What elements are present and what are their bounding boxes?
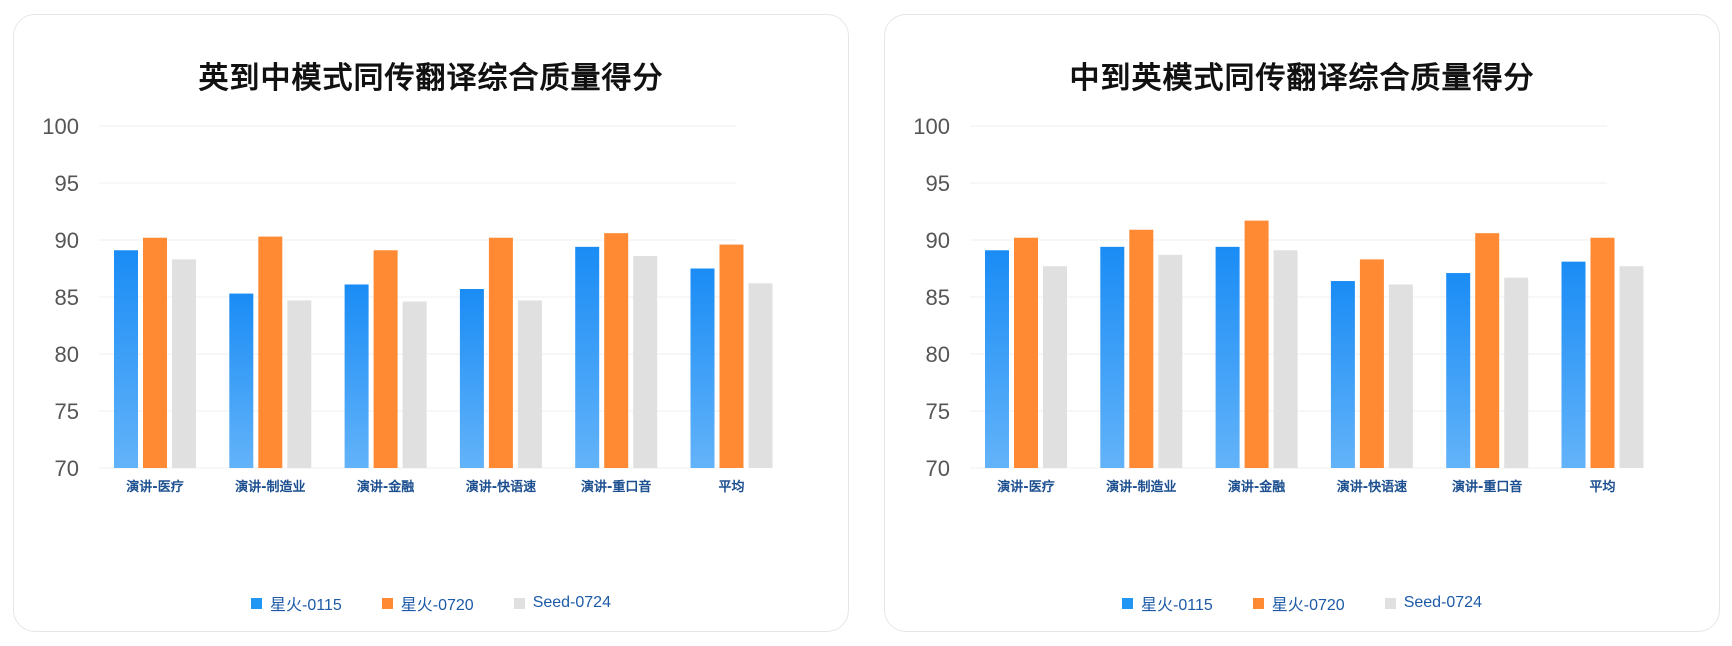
bar-series-2 — [1475, 233, 1499, 468]
bar-series-3 — [518, 300, 542, 468]
x-category-label: 演讲-医疗 — [997, 479, 1054, 495]
bar-series-3 — [172, 259, 196, 468]
legend-swatch — [514, 598, 525, 609]
bar-series-3 — [1274, 250, 1298, 468]
legend-label: Seed-0724 — [533, 594, 611, 612]
bar-series-3 — [287, 300, 311, 468]
bar-series-1 — [345, 284, 369, 468]
y-tick-label: 75 — [926, 399, 950, 424]
x-category-label: 平均 — [1589, 479, 1615, 495]
bar-series-3 — [1504, 278, 1528, 468]
legend-label: 星火-0720 — [1272, 591, 1345, 615]
legend-swatch — [1385, 598, 1396, 609]
bar-series-3 — [633, 256, 657, 468]
x-category-label: 演讲-金融 — [357, 479, 414, 495]
legend-swatch — [382, 598, 393, 609]
bar-series-3 — [403, 302, 427, 468]
y-tick-label: 70 — [926, 456, 950, 481]
y-tick-label: 90 — [926, 228, 950, 253]
bar-series-3 — [1043, 266, 1067, 468]
legend-item-series-3: Seed-0724 — [1385, 591, 1482, 615]
bar-series-1 — [229, 294, 253, 468]
chart-legend: 星火-0115 星火-0720 Seed-0724 — [885, 591, 1719, 615]
y-tick-label: 95 — [926, 171, 950, 196]
legend-item-series-2: 星火-0720 — [382, 591, 474, 615]
legend-label: 星火-0115 — [1141, 591, 1213, 615]
y-tick-label: 90 — [55, 228, 79, 253]
bar-series-1 — [1216, 247, 1240, 468]
x-category-label: 演讲-制造业 — [1106, 479, 1176, 495]
bar-series-2 — [1591, 238, 1615, 468]
bar-series-1 — [1100, 247, 1124, 468]
y-tick-label: 100 — [913, 114, 950, 139]
bar-series-1 — [575, 247, 599, 468]
bar-series-3 — [1389, 284, 1413, 468]
bar-series-1 — [691, 269, 715, 469]
bar-series-1 — [1562, 262, 1586, 468]
legend-item-series-1: 星火-0115 — [1122, 591, 1213, 615]
chart-panel-en-to-zh: 英到中模式同传翻译综合质量得分 100 95 90 85 80 75 70 演讲-医疗 演讲-制… — [13, 14, 849, 632]
legend-label: Seed-0724 — [1404, 594, 1482, 612]
y-tick-label: 85 — [55, 285, 79, 310]
legend-item-series-3: Seed-0724 — [514, 591, 611, 615]
legend-label: 星火-0115 — [270, 591, 342, 615]
y-tick-label: 70 — [55, 456, 79, 481]
bar-series-2 — [604, 233, 628, 468]
bar-series-2 — [143, 238, 167, 468]
bar-series-2 — [1360, 259, 1384, 468]
x-category-label: 演讲-金融 — [1228, 479, 1285, 495]
chart-legend: 星火-0115 星火-0720 Seed-0724 — [14, 591, 848, 615]
bar-series-1 — [1331, 281, 1355, 468]
chart-plot-area: 100 95 90 85 80 75 70 演讲-医疗 演讲-制造业 演讲-金融 演讲-快语速 演讲-… — [885, 15, 1721, 575]
bar-series-2 — [1014, 238, 1038, 468]
x-category-label: 演讲-重口音 — [1452, 479, 1522, 495]
legend-item-series-1: 星火-0115 — [251, 591, 342, 615]
bar-series-1 — [114, 250, 138, 468]
y-tick-label: 100 — [42, 114, 79, 139]
bar-series-1 — [985, 250, 1009, 468]
legend-item-series-2: 星火-0720 — [1253, 591, 1345, 615]
x-category-label: 演讲-快语速 — [466, 479, 536, 495]
x-category-label: 演讲-重口音 — [581, 479, 651, 495]
legend-swatch — [1253, 598, 1264, 609]
y-tick-label: 75 — [55, 399, 79, 424]
bar-series-1 — [1446, 273, 1470, 468]
legend-swatch — [251, 598, 262, 609]
chart-panel-zh-to-en: 中到英模式同传翻译综合质量得分 100 95 90 85 80 75 70 演讲-医疗 演讲-制… — [884, 14, 1720, 632]
bar-series-2 — [489, 238, 513, 468]
bar-series-3 — [1620, 266, 1644, 468]
chart-plot-area: 100 95 90 85 80 75 70 演讲-医疗 演讲-制造业 演讲-金融 演讲-快语速 演讲-… — [14, 15, 850, 575]
bar-series-1 — [460, 289, 484, 468]
bar-series-3 — [1158, 255, 1182, 468]
bar-series-2 — [720, 245, 744, 468]
bar-series-2 — [374, 250, 398, 468]
bar-series-2 — [258, 237, 282, 468]
y-tick-label: 80 — [926, 342, 950, 367]
y-tick-label: 85 — [926, 285, 950, 310]
x-category-label: 演讲-制造业 — [235, 479, 305, 495]
legend-label: 星火-0720 — [401, 591, 474, 615]
x-category-label: 演讲-医疗 — [126, 479, 183, 495]
bar-series-2 — [1129, 230, 1153, 468]
x-category-label: 演讲-快语速 — [1337, 479, 1407, 495]
x-category-label: 平均 — [718, 479, 744, 495]
bar-series-2 — [1245, 221, 1269, 468]
legend-swatch — [1122, 598, 1133, 609]
bar-series-3 — [749, 283, 773, 468]
y-tick-label: 80 — [55, 342, 79, 367]
y-tick-label: 95 — [55, 171, 79, 196]
